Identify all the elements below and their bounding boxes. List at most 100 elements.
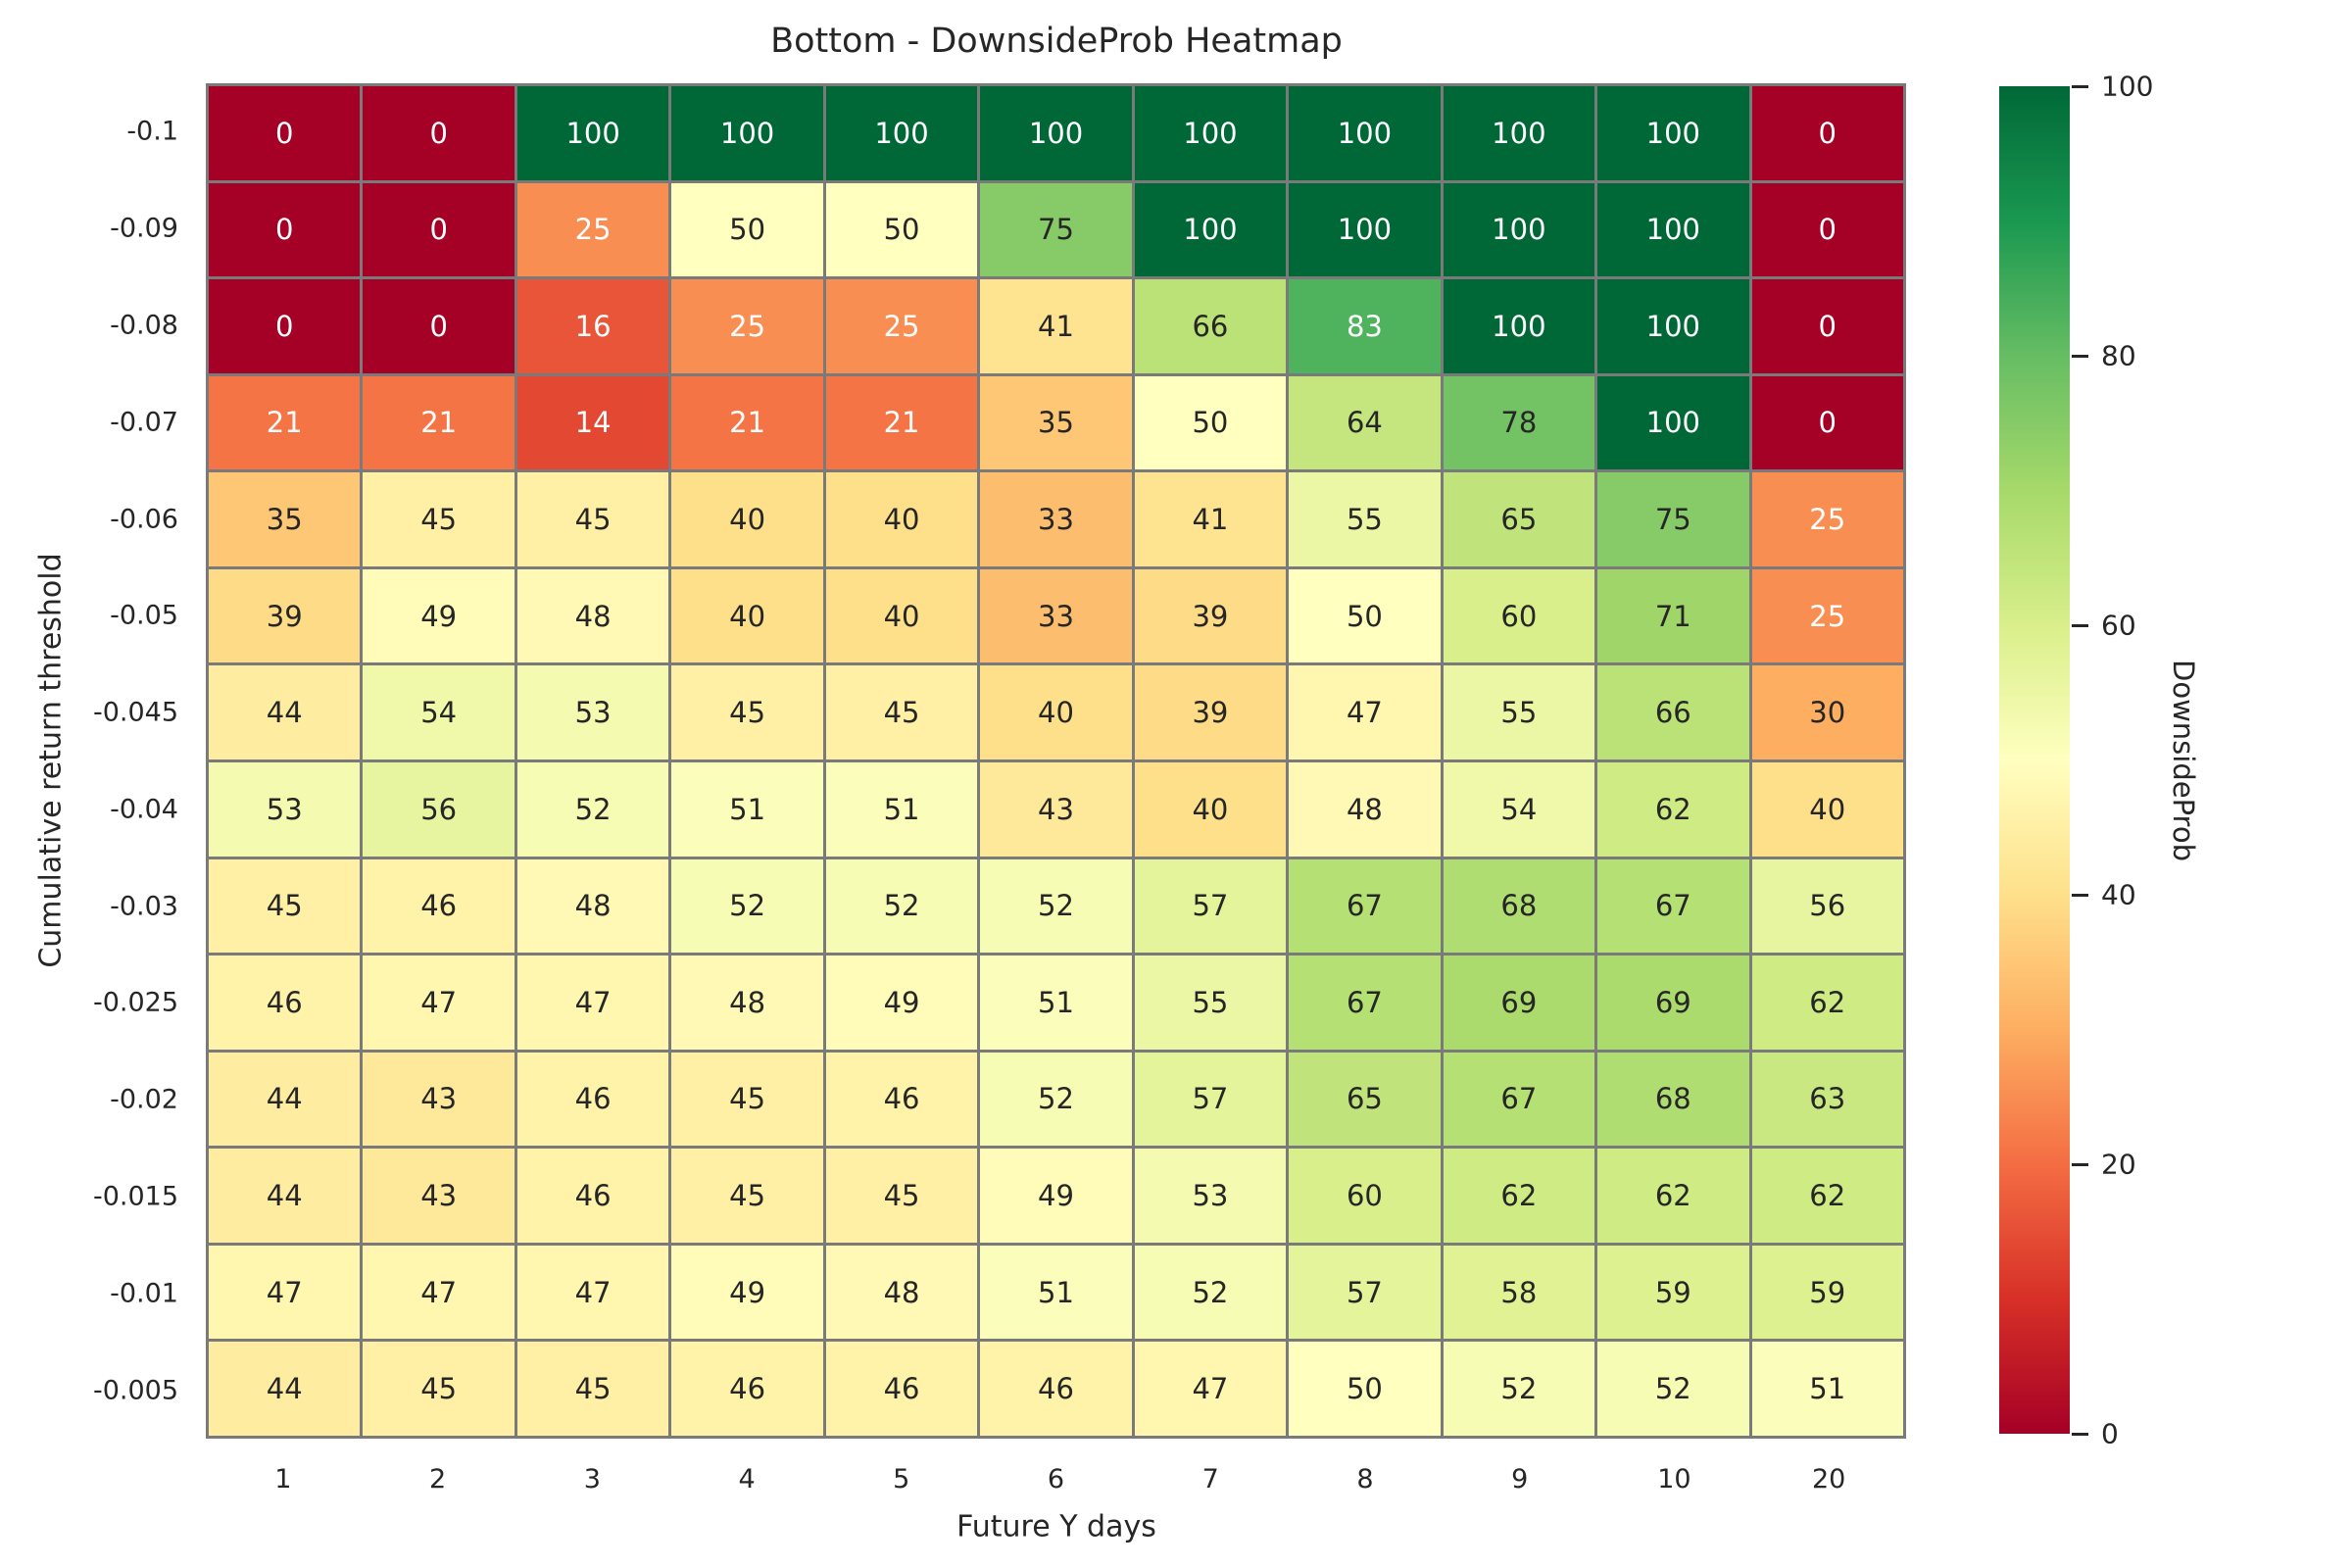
heatmap-cell: 45 — [516, 472, 669, 566]
heatmap-cell: 67 — [1289, 858, 1441, 954]
heatmap-cell: 46 — [209, 956, 361, 1050]
heatmap-cell: 30 — [1751, 665, 1903, 760]
heatmap-grid: 0 0 100 100 100 100 100 100 100 100 0 0 0 25 50 50 75 100… — [206, 83, 1906, 1439]
heatmap-cell: 39 — [1134, 665, 1287, 760]
heatmap-cell: 60 — [1289, 1149, 1441, 1243]
heatmap-cell: 25 — [671, 279, 823, 373]
heatmap-cell: 55 — [1134, 956, 1287, 1050]
colorbar-tick-mark — [2072, 1162, 2088, 1166]
heatmap-cell: 100 — [1597, 279, 1749, 373]
heatmap-cell: 39 — [209, 568, 361, 663]
colorbar-tick-mark — [2072, 893, 2088, 897]
x-tick-label: 6 — [1047, 1464, 1065, 1494]
heatmap-cell: 14 — [516, 375, 669, 470]
heatmap-cell: 40 — [671, 472, 823, 566]
heatmap-cell: 25 — [516, 182, 669, 277]
heatmap-cell: 0 — [209, 86, 361, 180]
heatmap-cell: 45 — [671, 665, 823, 760]
heatmap-cell: 67 — [1597, 858, 1749, 954]
heatmap-cell: 55 — [1289, 472, 1441, 566]
heatmap-cell: 57 — [1134, 1052, 1287, 1147]
heatmap-cell: 43 — [363, 1149, 514, 1243]
heatmap-cell: 56 — [1751, 858, 1903, 954]
heatmap-cell: 100 — [516, 86, 669, 180]
heatmap-cell: 57 — [1134, 858, 1287, 954]
heatmap-cell: 0 — [209, 182, 361, 277]
y-tick-label: -0.1 — [126, 116, 178, 147]
y-tick-label: -0.005 — [92, 1375, 178, 1406]
heatmap-cell: 47 — [516, 956, 669, 1050]
heatmap-cell: 59 — [1751, 1245, 1903, 1340]
heatmap-cell: 67 — [1289, 956, 1441, 1050]
heatmap-cell: 48 — [516, 858, 669, 954]
heatmap-cell: 65 — [1289, 1052, 1441, 1147]
heatmap-cell: 48 — [825, 1245, 978, 1340]
x-tick-label: 3 — [583, 1464, 601, 1494]
x-tick-label: 5 — [893, 1464, 910, 1494]
heatmap-cell: 66 — [1597, 665, 1749, 760]
heatmap-cell: 59 — [1597, 1245, 1749, 1340]
heatmap-cell: 100 — [825, 86, 978, 180]
y-tick-label: -0.025 — [92, 987, 178, 1018]
heatmap-cell: 56 — [363, 761, 514, 857]
heatmap-cell: 68 — [1597, 1052, 1749, 1147]
heatmap-cell: 100 — [1134, 86, 1287, 180]
colorbar-tick-label: 20 — [2101, 1148, 2136, 1181]
heatmap-cell: 71 — [1597, 568, 1749, 663]
heatmap-cell: 21 — [209, 375, 361, 470]
heatmap-cell: 41 — [980, 279, 1132, 373]
heatmap-cell: 49 — [671, 1245, 823, 1340]
heatmap-cell: 46 — [516, 1052, 669, 1147]
y-tick-label: -0.09 — [110, 213, 178, 244]
colorbar-label: DownsideProb — [2167, 659, 2200, 862]
heatmap-cell: 50 — [1134, 375, 1287, 470]
heatmap-cell: 44 — [209, 1052, 361, 1147]
heatmap-cell: 40 — [1751, 761, 1903, 857]
heatmap-cell: 45 — [671, 1149, 823, 1243]
heatmap-cell: 62 — [1443, 1149, 1595, 1243]
heatmap-cell: 25 — [1751, 472, 1903, 566]
heatmap-cell: 45 — [825, 665, 978, 760]
heatmap-cell: 57 — [1289, 1245, 1441, 1340]
heatmap-cell: 58 — [1443, 1245, 1595, 1340]
heatmap-cell: 69 — [1443, 956, 1595, 1050]
heatmap-cell: 50 — [1289, 568, 1441, 663]
heatmap-cell: 44 — [209, 665, 361, 760]
heatmap-cell: 44 — [209, 1149, 361, 1243]
heatmap-cell: 52 — [980, 858, 1132, 954]
heatmap-cell: 0 — [363, 182, 514, 277]
heatmap-cell: 51 — [1751, 1342, 1903, 1436]
heatmap-cell: 47 — [363, 956, 514, 1050]
colorbar-tick-label: 80 — [2101, 339, 2136, 372]
heatmap-cell: 45 — [363, 1342, 514, 1436]
colorbar-gradient — [1999, 86, 2070, 1434]
x-tick-label: 8 — [1356, 1464, 1374, 1494]
heatmap-cell: 100 — [980, 86, 1132, 180]
colorbar-tick-mark — [2072, 623, 2088, 627]
heatmap-cell: 40 — [1134, 761, 1287, 857]
heatmap-cell: 83 — [1289, 279, 1441, 373]
heatmap-cell: 41 — [1134, 472, 1287, 566]
y-tick-label: -0.04 — [110, 794, 178, 825]
heatmap-cell: 45 — [516, 1342, 669, 1436]
heatmap-cell: 47 — [363, 1245, 514, 1340]
heatmap-cell: 40 — [825, 568, 978, 663]
heatmap-cell: 51 — [825, 761, 978, 857]
heatmap-cell: 40 — [671, 568, 823, 663]
heatmap-cell: 52 — [516, 761, 669, 857]
heatmap-cell: 45 — [671, 1052, 823, 1147]
heatmap-cell: 100 — [1134, 182, 1287, 277]
heatmap-cell: 47 — [1134, 1342, 1287, 1436]
heatmap-cell: 45 — [209, 858, 361, 954]
heatmap-cell: 44 — [209, 1342, 361, 1436]
heatmap-cell: 33 — [980, 472, 1132, 566]
heatmap-cell: 100 — [1289, 86, 1441, 180]
heatmap-cell: 52 — [980, 1052, 1132, 1147]
y-tick-label: -0.015 — [92, 1181, 178, 1212]
heatmap-cell: 0 — [1751, 182, 1903, 277]
x-axis-tick-labels: 1 2 3 4 5 6 7 8 9 10 20 — [206, 1458, 1906, 1501]
heatmap-cell: 75 — [980, 182, 1132, 277]
heatmap-cell: 46 — [671, 1342, 823, 1436]
heatmap-cell: 62 — [1751, 956, 1903, 1050]
